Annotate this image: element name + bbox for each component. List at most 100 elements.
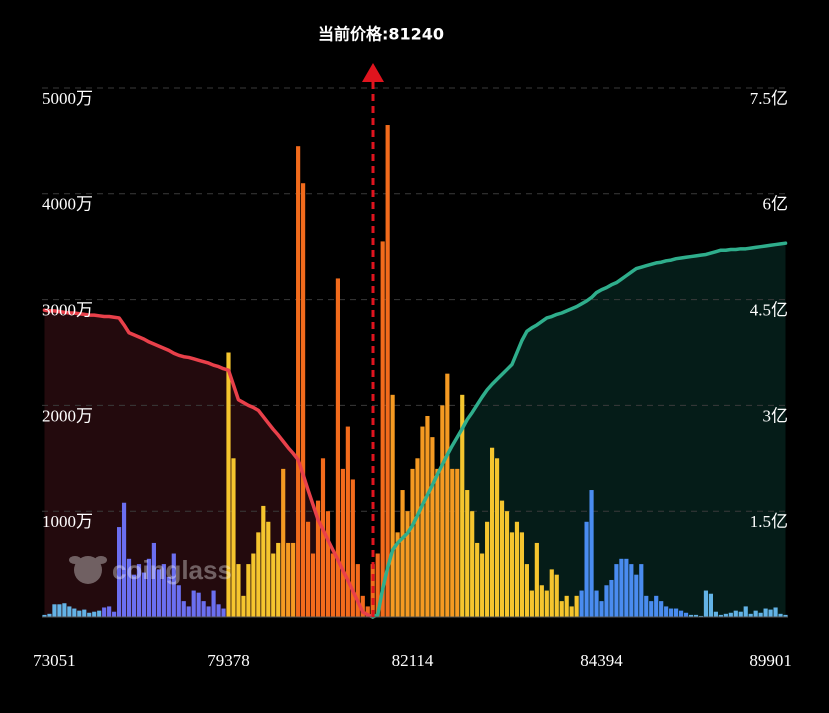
bar xyxy=(678,610,684,617)
bar xyxy=(161,564,166,617)
bar xyxy=(82,609,87,617)
bar xyxy=(221,608,226,617)
bar xyxy=(430,437,435,617)
bar xyxy=(291,542,296,617)
bar xyxy=(544,590,549,617)
bar xyxy=(514,521,520,617)
bar xyxy=(310,553,316,617)
bar xyxy=(649,601,654,617)
y2-tick-label: 1.5亿 xyxy=(750,512,788,531)
bar xyxy=(305,521,311,617)
bar xyxy=(639,564,644,617)
x-tick-label: 84394 xyxy=(580,651,623,670)
bar xyxy=(524,564,529,617)
bar xyxy=(216,604,221,617)
bar xyxy=(718,614,723,617)
bar xyxy=(420,426,425,617)
bar xyxy=(778,613,783,617)
y-tick-label: 2000万 xyxy=(42,406,93,425)
bar xyxy=(271,553,276,617)
bar xyxy=(390,394,395,617)
bar xyxy=(450,468,455,617)
bar xyxy=(335,278,340,617)
bar xyxy=(281,468,286,617)
bar xyxy=(301,183,306,617)
bar xyxy=(425,415,430,617)
bar xyxy=(72,608,77,617)
bar xyxy=(599,601,604,617)
bar xyxy=(360,595,365,617)
bar xyxy=(236,564,241,617)
bar xyxy=(435,468,440,617)
bar xyxy=(57,604,62,617)
bar xyxy=(136,564,142,617)
bar xyxy=(509,532,515,617)
bar xyxy=(440,405,445,617)
bar xyxy=(693,614,699,617)
bar xyxy=(191,590,196,617)
bar xyxy=(385,125,390,617)
bar xyxy=(286,542,291,617)
bar xyxy=(117,527,122,617)
bar xyxy=(296,146,301,617)
bar xyxy=(569,606,574,617)
bar xyxy=(529,590,534,617)
y2-tick-label: 3亿 xyxy=(763,406,789,425)
bar xyxy=(763,608,768,617)
bar xyxy=(410,468,415,617)
bar xyxy=(131,574,137,617)
bar xyxy=(644,595,649,617)
bar xyxy=(574,595,579,617)
bar xyxy=(196,592,201,617)
bar xyxy=(609,579,614,617)
bar xyxy=(102,607,107,617)
bar xyxy=(589,490,594,617)
bar xyxy=(654,595,659,617)
bar xyxy=(107,606,112,617)
bar xyxy=(564,595,569,617)
bar xyxy=(380,241,385,617)
bar xyxy=(624,558,629,617)
bar xyxy=(345,426,350,617)
bar xyxy=(683,612,689,617)
bar xyxy=(674,608,679,617)
bar xyxy=(330,553,336,617)
bar xyxy=(181,601,186,617)
bar xyxy=(688,614,694,617)
bar xyxy=(480,553,485,617)
bar xyxy=(141,572,147,617)
bar xyxy=(748,613,753,617)
line xyxy=(370,241,788,619)
bar xyxy=(325,511,331,617)
bar xyxy=(206,606,211,617)
watermark: coinglass xyxy=(112,555,232,585)
bar xyxy=(97,610,102,617)
bar xyxy=(226,352,231,617)
bar xyxy=(475,542,480,617)
bar xyxy=(126,558,132,617)
bar xyxy=(365,606,370,617)
bar xyxy=(315,500,321,617)
bar xyxy=(753,610,758,617)
bar xyxy=(499,500,505,617)
bar xyxy=(659,601,664,617)
bar xyxy=(62,603,67,617)
bar xyxy=(241,595,246,617)
x-tick-label: 79378 xyxy=(207,651,250,670)
y-tick-label: 5000万 xyxy=(42,89,93,108)
bar xyxy=(629,564,634,617)
bar xyxy=(554,574,559,617)
bar xyxy=(460,394,465,617)
current-price-label: 当前价格:81240 xyxy=(318,25,444,44)
bar xyxy=(266,521,271,617)
bar xyxy=(256,532,261,617)
bar xyxy=(47,613,52,617)
bar xyxy=(320,458,326,617)
bar xyxy=(723,613,728,617)
bar xyxy=(470,511,475,617)
bar xyxy=(773,607,778,617)
bar xyxy=(87,612,92,617)
bar xyxy=(504,511,510,617)
bar xyxy=(485,521,490,617)
bar xyxy=(405,511,410,617)
